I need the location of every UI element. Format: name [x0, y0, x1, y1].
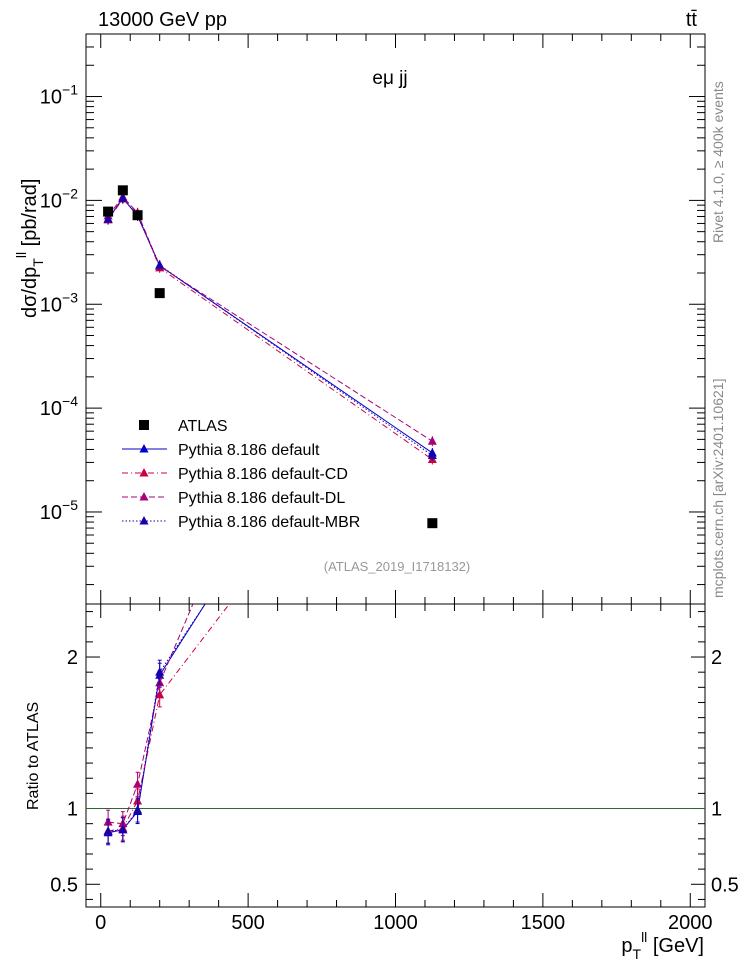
legend-label: Pythia 8.186 default-DL [178, 490, 345, 507]
ratio-series-marker [103, 826, 113, 835]
main-series-marker [103, 214, 113, 223]
legend-label: Pythia 8.186 default-MBR [178, 514, 360, 531]
ratio-ytick-label-right: 2 [711, 647, 722, 669]
ratio-series-marker [428, 31, 437, 40]
main-series-line [107, 197, 433, 454]
ratio-series-line [108, 604, 206, 834]
ratio-ytick-label: 0.5 [50, 874, 78, 896]
legend-label: Pythia 8.186 default [178, 442, 320, 459]
rivet-label: Rivet 4.1.0, ≥ 400k events [710, 81, 726, 243]
ratio-ytick-label-right: 1 [711, 799, 722, 821]
ratio-series-line [108, 604, 206, 832]
atlas-data-point [117, 185, 128, 196]
main-series-line [107, 198, 433, 460]
xtick-label: 1000 [373, 912, 418, 934]
main-ytick-label: 10−1 [40, 82, 78, 109]
atlas-data-point [132, 210, 143, 221]
main-ylabel-sub: T [30, 258, 46, 267]
xlabel: pTll [GeV] [621, 929, 704, 962]
xlabel-unit: [GeV] [647, 935, 704, 957]
legend-marker-atlas [139, 420, 149, 430]
main-ylabel-unit: [pb/rad] [19, 179, 41, 252]
main-series-line [107, 197, 433, 456]
main-axis-ticks [86, 33, 705, 604]
legend-marker [139, 516, 149, 525]
legend-marker [139, 492, 149, 501]
main-series-marker [427, 436, 437, 445]
xtick-label: 2000 [668, 912, 713, 934]
ratio-ytick-label: 2 [67, 647, 78, 669]
xtick-labels: 0 500 1000 1500 2000 [95, 912, 712, 934]
atlas-data-point [154, 288, 165, 299]
ratio-series-marker [155, 667, 165, 676]
main-series-marker [118, 193, 128, 202]
main-ytick-label: 10−2 [40, 185, 78, 212]
ratio-series-marker [428, 334, 437, 343]
ratio-series-marker [428, 243, 437, 252]
xtick-label: 0 [95, 912, 106, 934]
energy-label: 13000 GeV pp [98, 9, 227, 31]
ratio-axis-ticks [86, 604, 705, 907]
legend-marker [139, 444, 149, 453]
xlabel-sub: T [633, 946, 642, 962]
ratio-series-line [108, 604, 230, 832]
xlabel-main: p [621, 935, 632, 957]
main-series-marker [427, 450, 437, 459]
ratio-ytick-label: 1 [67, 799, 78, 821]
main-ylabel-sup: ll [13, 252, 29, 258]
atlas-data-point [103, 206, 114, 217]
analysis-tag: (ATLAS_2019_I1718132) [324, 559, 470, 574]
ratio-series-marker [133, 805, 143, 814]
ratio-series-line [108, 604, 194, 825]
ratio-ytick-labels: 0.5 0.5 1 1 2 2 [50, 647, 739, 896]
ratio-ytick-label-right: 0.5 [711, 874, 739, 896]
main-ylabel-main: dσ/dp [19, 267, 41, 318]
ratio-series-marker [428, 258, 437, 267]
process-label: tt̄ [686, 9, 698, 31]
atlas-data-point [427, 518, 438, 529]
mcplots-label: mcplots.cern.ch [arXiv:2401.10621] [710, 379, 726, 598]
xtick-label: 500 [231, 912, 264, 934]
legend-label: ATLAS [178, 418, 228, 435]
main-series-marker [155, 260, 165, 269]
main-series-line [107, 196, 433, 442]
ratio-ylabel: Ratio to ATLAS [25, 702, 42, 810]
main-series-layer [103, 185, 438, 529]
legend-label: Pythia 8.186 default-CD [178, 466, 348, 483]
ratio-series-marker [118, 824, 128, 834]
ratio-series-marker [133, 779, 143, 788]
channel-label: eμ jj [372, 68, 407, 89]
main-ytick-label: 10−3 [40, 289, 78, 316]
main-ylabel: dσ/dpTll [pb/rad] [13, 179, 46, 318]
main-ytick-label: 10−5 [40, 497, 78, 524]
ratio-series-layer [86, 31, 705, 846]
xlabel-sup: ll [641, 929, 647, 945]
legend-marker [139, 468, 149, 477]
ratio-panel-frame [85, 603, 706, 908]
legend: ATLAS Pythia 8.186 default Pythia 8.186 de… [122, 418, 360, 531]
xtick-label: 1500 [521, 912, 566, 934]
main-ytick-labels: 10−5 10−4 10−3 10−2 10−1 [40, 82, 78, 524]
main-ytick-label: 10−4 [40, 393, 78, 420]
